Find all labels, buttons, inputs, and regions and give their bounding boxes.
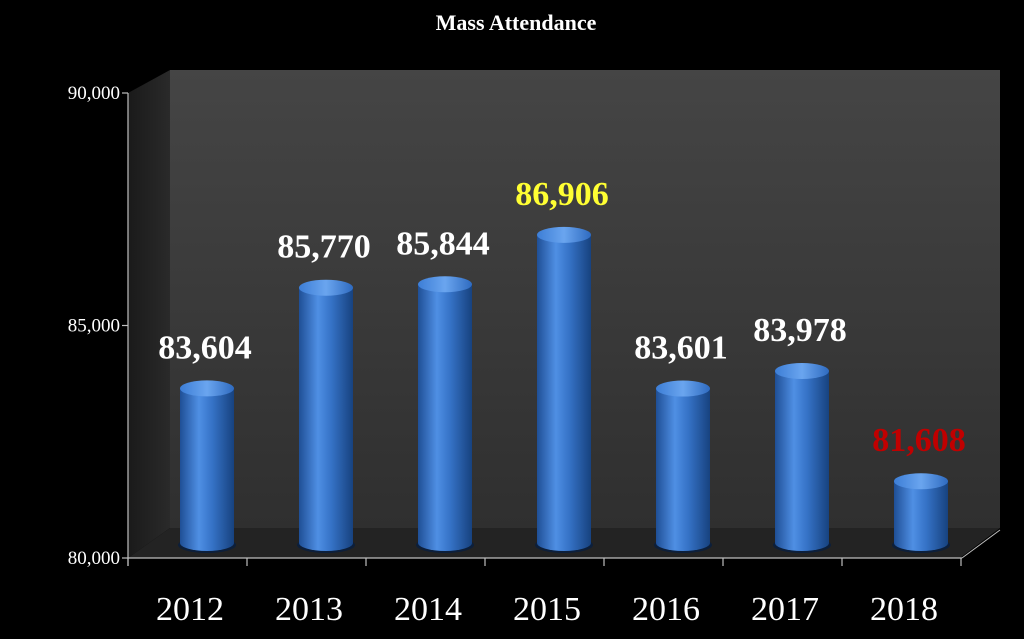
bar-body — [894, 481, 948, 551]
bar-top — [299, 279, 353, 296]
x-tick-label: 2018 — [870, 591, 938, 628]
data-label: 83,601 — [634, 330, 728, 367]
bar-top — [537, 226, 591, 243]
chart-title: Mass Attendance — [436, 10, 597, 35]
bar-body — [537, 234, 591, 551]
x-tick-label: 2017 — [751, 591, 819, 628]
data-label: 85,770 — [277, 229, 371, 266]
bar — [654, 380, 712, 553]
bar — [535, 226, 593, 553]
x-axis-ticks: 2012 2013 2014 2015 2016 2017 2018 — [127, 558, 962, 628]
bar-top — [775, 363, 829, 380]
data-label: 85,844 — [396, 225, 490, 262]
x-tick-label: 2013 — [275, 591, 343, 628]
bar-body — [775, 371, 829, 551]
x-tick-label: 2012 — [156, 591, 224, 628]
x-tick-label: 2015 — [513, 591, 581, 628]
bar-top — [418, 276, 472, 293]
bar — [416, 276, 474, 553]
bar — [773, 363, 831, 553]
x-axis-depth-line — [961, 529, 1001, 559]
bar-body — [180, 388, 234, 551]
bar-body — [418, 284, 472, 551]
bar-top — [180, 380, 234, 397]
bar-top — [894, 473, 948, 490]
bar — [892, 473, 950, 553]
bar — [178, 380, 236, 553]
data-label: 81,608 — [872, 422, 966, 459]
data-label: 83,978 — [753, 312, 847, 349]
data-labels: 83,604 85,770 85,844 86,906 83,601 83,978 81,6… — [158, 176, 966, 459]
y-tick-label: 80,000 — [68, 548, 120, 569]
side-wall — [128, 70, 170, 558]
y-tick-label: 85,000 — [68, 316, 120, 337]
x-tick-label: 2016 — [632, 591, 700, 628]
bar-body — [656, 388, 710, 551]
data-label: 83,604 — [158, 329, 252, 366]
bar — [297, 279, 355, 553]
y-tick-label: 90,000 — [68, 83, 120, 104]
bar-body — [299, 287, 353, 551]
bar-top — [656, 380, 710, 397]
y-axis-ticks: 80,000 85,000 90,000 — [68, 83, 128, 569]
bar-series — [178, 226, 950, 553]
data-label: 86,906 — [515, 176, 609, 213]
x-tick-label: 2014 — [394, 591, 462, 628]
